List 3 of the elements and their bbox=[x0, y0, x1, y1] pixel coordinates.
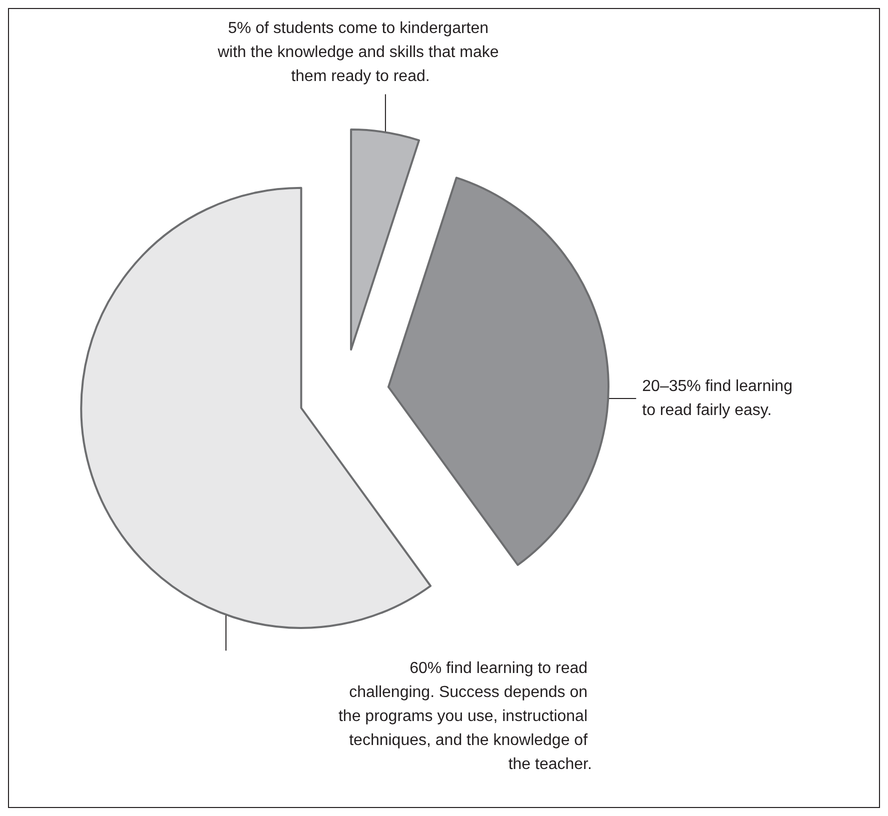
slice-label: 5% of students come to kindergarten with the knowledge and skills that make them ready to read. bbox=[216, 20, 504, 85]
slice-label: 60% find learning to read challenging. Success depends on the programs you use, instructional techniques, and the knowledge of the teacher. bbox=[338, 660, 592, 774]
slice-label: 20–35% find learning to read fairly easy. bbox=[642, 378, 797, 419]
